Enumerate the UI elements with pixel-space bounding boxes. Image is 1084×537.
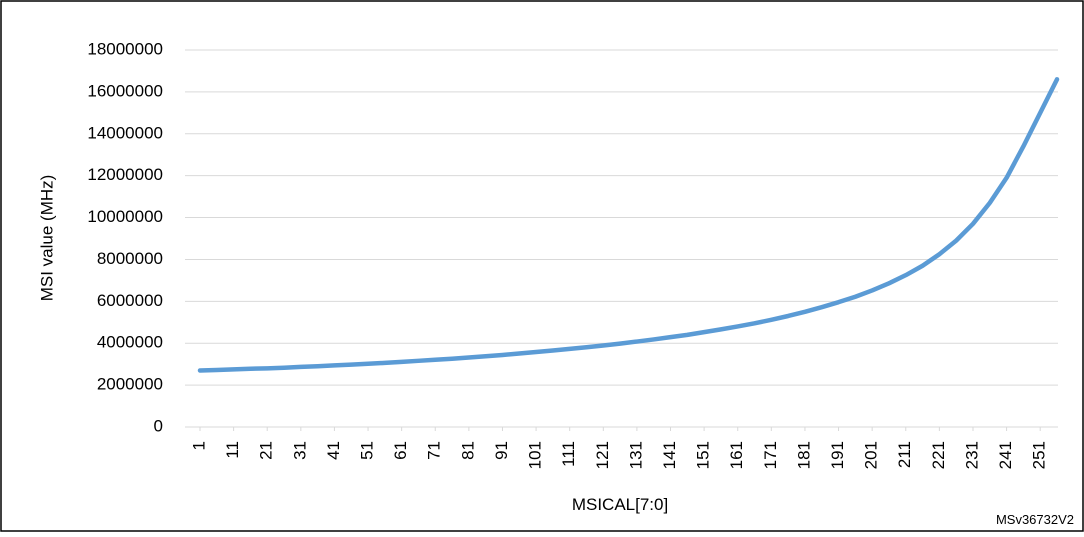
x-tick-label: 131: [626, 441, 645, 469]
x-tick-label: 31: [290, 441, 309, 460]
x-tick-label: 21: [257, 441, 276, 460]
x-tick-label: 1: [189, 441, 208, 450]
x-tick-label: 221: [929, 441, 948, 469]
y-tick-label: 18000000: [87, 39, 163, 58]
x-tick-label: 211: [895, 441, 914, 468]
x-tick-label: 151: [694, 441, 713, 469]
x-tick-label: 101: [526, 441, 545, 469]
x-tick-label: 71: [425, 441, 444, 460]
x-tick-label: 161: [727, 441, 746, 469]
y-tick-label: 0: [154, 416, 163, 435]
y-tick-label: 4000000: [97, 333, 163, 352]
x-tick-label: 141: [660, 441, 679, 469]
x-tick-label: 201: [862, 441, 881, 469]
x-tick-label: 41: [324, 441, 343, 460]
x-tick-label: 171: [761, 441, 780, 469]
x-tick-label: 81: [458, 441, 477, 460]
x-tick-label: 121: [593, 441, 612, 469]
y-tick-label: 2000000: [97, 375, 163, 394]
y-axis-label: MSI value (MHz): [37, 175, 56, 302]
y-tick-label: 14000000: [87, 123, 163, 142]
x-axis-label: MSICAL[7:0]: [572, 495, 668, 514]
x-tick-label: 241: [996, 441, 1015, 469]
x-tick-label: 231: [962, 441, 981, 469]
y-tick-label: 10000000: [87, 207, 163, 226]
x-tick-label: 111: [559, 441, 578, 467]
y-tick-label: 12000000: [87, 165, 163, 184]
x-tick-label: 61: [391, 441, 410, 460]
x-tick-label: 191: [828, 441, 847, 469]
x-tick-label: 181: [794, 441, 813, 469]
x-tick-label: 91: [492, 441, 511, 460]
y-tick-label: 6000000: [97, 291, 163, 310]
x-tick-label: 251: [1030, 441, 1049, 469]
x-tick-label: 11: [223, 441, 242, 459]
y-tick-label: 16000000: [87, 81, 163, 100]
annotation: MSv36732V2: [996, 512, 1074, 527]
y-tick-label: 8000000: [97, 249, 163, 268]
x-tick-label: 51: [358, 441, 377, 460]
data-line: [197, 77, 1060, 373]
